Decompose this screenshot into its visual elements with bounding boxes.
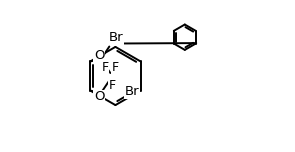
Text: F: F bbox=[109, 79, 116, 92]
Text: Br: Br bbox=[109, 31, 124, 44]
Text: F: F bbox=[101, 60, 108, 74]
Text: O: O bbox=[94, 90, 104, 104]
Text: Br: Br bbox=[125, 85, 139, 98]
Text: F: F bbox=[112, 61, 119, 74]
Text: O: O bbox=[94, 48, 104, 62]
